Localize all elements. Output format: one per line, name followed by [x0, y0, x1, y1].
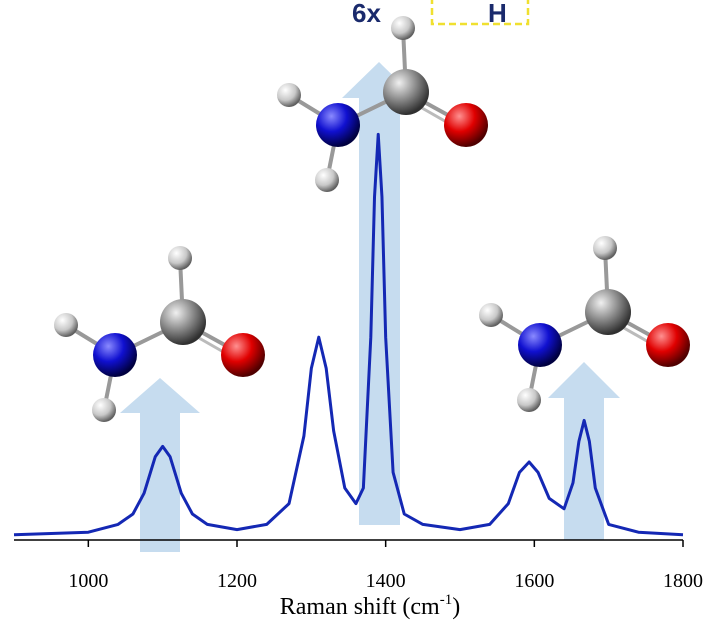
x-tick-label: 1800 — [663, 570, 703, 592]
annotation-box — [432, 0, 528, 24]
x-axis-label-text: ) — [452, 594, 460, 620]
x-tick-label: 1200 — [217, 570, 257, 592]
x-tick-label: 1600 — [514, 570, 554, 592]
x-tick-label: 1400 — [366, 570, 406, 592]
annotation: H — [488, 0, 507, 28]
arrow — [548, 362, 620, 540]
x-axis-label: Raman shift (cm-1) — [280, 592, 460, 620]
chart: 6x H Raman shift (cm-1) 1000 1200 1400 1600… — [0, 0, 710, 623]
x-tick-label: 1000 — [68, 570, 108, 592]
arrow — [120, 378, 200, 552]
x-axis-label-sup: -1 — [440, 592, 453, 608]
annotation: 6x — [352, 0, 381, 28]
x-axis-label-text: Raman shift (cm — [280, 594, 440, 620]
